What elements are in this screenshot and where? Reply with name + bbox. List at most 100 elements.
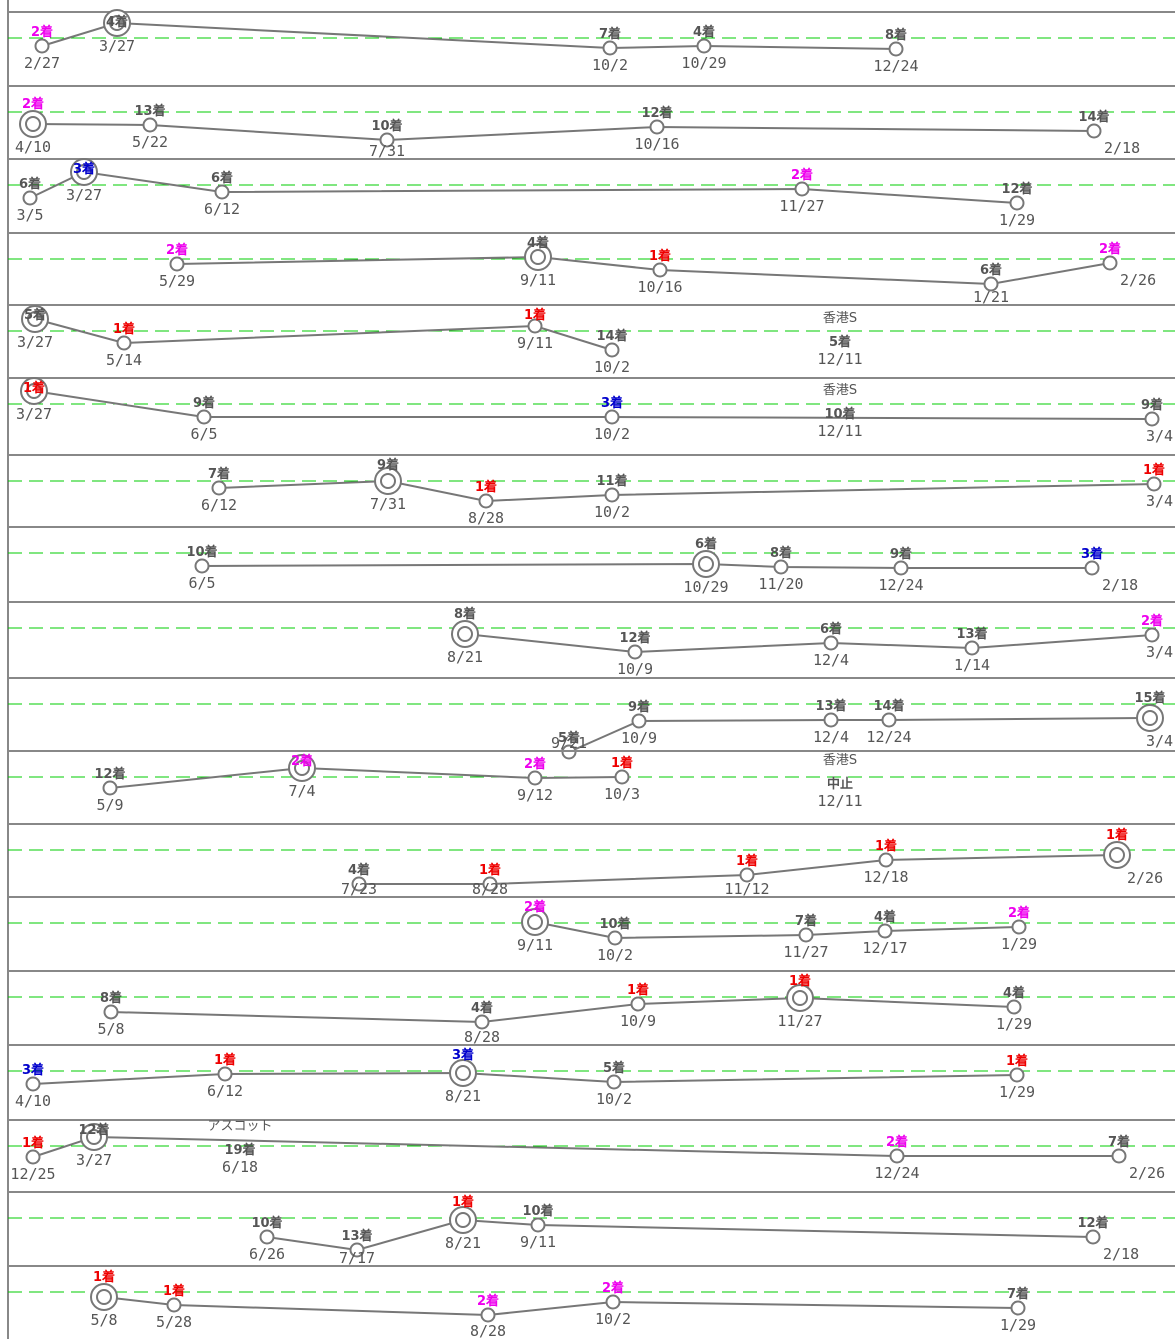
date-label: 11/12 <box>724 880 769 898</box>
rank-label: 6着 <box>211 170 233 186</box>
race-marker <box>823 712 839 728</box>
rank-label: 1着 <box>1006 1053 1028 1069</box>
date-label: 12/24 <box>878 576 923 594</box>
rank-label: 14着 <box>873 698 904 714</box>
rank-label: 10着 <box>522 1203 553 1219</box>
overseas-date-label: 12/11 <box>817 792 862 810</box>
race-marker <box>630 996 646 1012</box>
rank-label: 5着 <box>603 1060 625 1076</box>
gi-race-marker-inner <box>96 1289 112 1305</box>
date-label: 7/31 <box>369 142 405 160</box>
rank-label: 4着 <box>348 862 370 878</box>
rank-label: 1着 <box>1143 462 1165 478</box>
rank-label: 12着 <box>641 105 672 121</box>
date-label: 1/29 <box>996 1015 1032 1033</box>
date-label: 8/28 <box>468 509 504 527</box>
date-label: 4/10 <box>15 138 51 156</box>
gi-race-marker-inner <box>76 164 92 180</box>
horse-row: 4/10 2着 5/22 13着 7/31 10着 10/16 12着 2/18 14着 <box>8 85 1175 160</box>
date-label: 8/21 <box>445 1234 481 1252</box>
race-marker <box>530 1217 546 1233</box>
race-marker <box>102 780 118 796</box>
rank-label: 1着 <box>452 1194 474 1210</box>
rank-label: 4着 <box>106 14 128 30</box>
race-marker <box>116 335 132 351</box>
date-label: 10/3 <box>604 785 640 803</box>
horse-row: 5/8 1着 5/28 1着 8/28 2着 10/2 2着 1/29 7着 <box>8 1265 1175 1339</box>
date-label: 2/26 <box>1120 271 1156 289</box>
race-marker <box>604 342 620 358</box>
rank-label: 9着 <box>628 699 650 715</box>
gi-race-marker-inner <box>26 383 42 399</box>
gi-race-marker-inner <box>455 1065 471 1081</box>
date-label: 6/12 <box>201 496 237 514</box>
date-label: 9/12 <box>517 786 553 804</box>
date-label: 5/9 <box>96 796 123 814</box>
rank-label: 8着 <box>885 27 907 43</box>
rank-label: 4着 <box>471 1000 493 1016</box>
overseas-rank-label: 19着 <box>224 1142 255 1158</box>
date-label: 7/17 <box>339 1249 375 1267</box>
race-marker <box>888 41 904 57</box>
rank-label: 5着 <box>24 307 46 323</box>
rank-label: 13着 <box>134 103 165 119</box>
rank-label: 7着 <box>1108 1134 1130 1150</box>
rank-label: 13着 <box>341 1228 372 1244</box>
date-label: 2/27 <box>24 54 60 72</box>
race-marker <box>527 770 543 786</box>
rank-label: 2着 <box>524 899 546 915</box>
rank-label: 2着 <box>166 242 188 258</box>
date-label: 1/29 <box>999 1083 1035 1101</box>
race-marker <box>196 409 212 425</box>
rank-label: 1着 <box>736 853 758 869</box>
date-label: 10/29 <box>683 578 728 596</box>
race-marker <box>1084 560 1100 576</box>
rank-label: 2着 <box>1099 241 1121 257</box>
date-label: 5/8 <box>97 1020 124 1038</box>
rank-label: 2着 <box>291 753 313 769</box>
race-marker <box>1102 255 1118 271</box>
date-label: 2/18 <box>1102 576 1138 594</box>
rank-label: 1着 <box>649 248 671 264</box>
rank-label: 7着 <box>795 913 817 929</box>
rank-label: 4着 <box>1003 985 1025 1001</box>
race-marker <box>527 318 543 334</box>
date-label: 3/5 <box>16 206 43 224</box>
date-label: 3/27 <box>76 1151 112 1169</box>
rank-label: 12着 <box>619 630 650 646</box>
race-marker <box>614 769 630 785</box>
rank-label: 4着 <box>874 909 896 925</box>
rank-label: 2着 <box>477 1293 499 1309</box>
rank-label: 7着 <box>208 466 230 482</box>
date-label: 9/11 <box>520 271 556 289</box>
rank-label: 12着 <box>78 1122 109 1138</box>
rank-label: 9着 <box>193 395 215 411</box>
race-marker <box>169 256 185 272</box>
rank-label: 6着 <box>820 621 842 637</box>
horse-row: 5/8 8着 8/28 4着 10/9 1着 11/27 1着 1/29 4着 <box>8 970 1175 1046</box>
date-label: 8/21 <box>447 648 483 666</box>
rank-label: 3着 <box>601 395 623 411</box>
race-marker <box>1010 1300 1026 1316</box>
race-marker <box>22 190 38 206</box>
date-label: 4/10 <box>15 1092 51 1110</box>
date-label: 12/25 <box>10 1165 55 1183</box>
series-line <box>33 390 1153 420</box>
date-label: 10/2 <box>594 358 630 376</box>
race-marker <box>881 712 897 728</box>
rank-label: 13着 <box>956 626 987 642</box>
date-label: 10/16 <box>637 278 682 296</box>
race-marker <box>478 493 494 509</box>
rank-label: 8着 <box>454 606 476 622</box>
date-label: 10/9 <box>621 729 657 747</box>
rank-label: 12着 <box>1001 181 1032 197</box>
date-label: 12/17 <box>862 939 907 957</box>
series-line <box>109 766 623 789</box>
rank-label: 1着 <box>214 1052 236 1068</box>
rank-label: 9着 <box>1141 397 1163 413</box>
race-marker <box>983 276 999 292</box>
race-marker <box>606 1074 622 1090</box>
date-label: 9/21 <box>551 734 587 752</box>
